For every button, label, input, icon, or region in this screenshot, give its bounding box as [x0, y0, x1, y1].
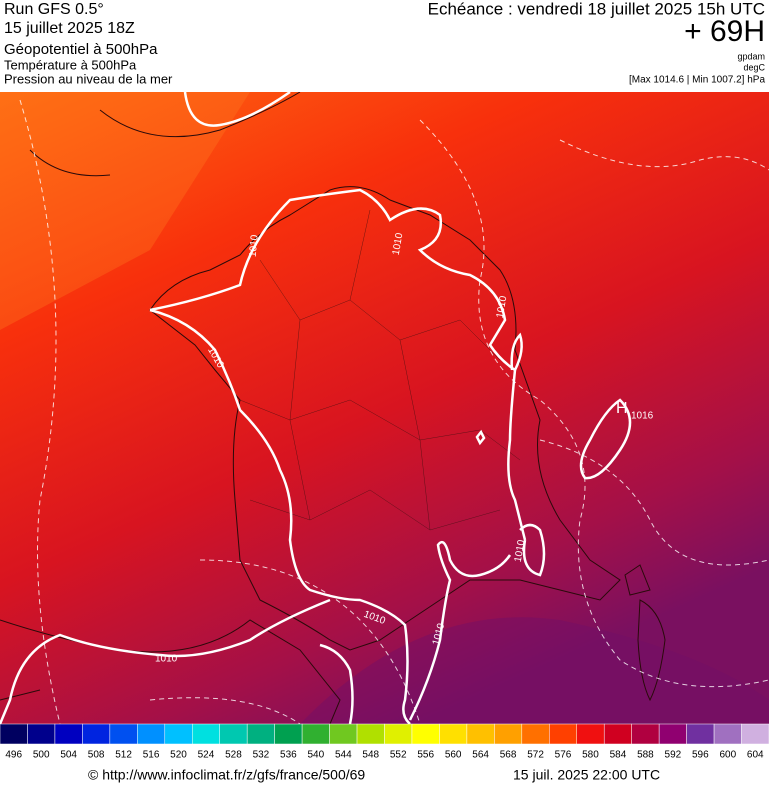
- colorbar-swatch: [219, 723, 248, 745]
- colorbar-label: 592: [665, 750, 682, 761]
- colorbar-label: 604: [747, 750, 764, 761]
- colorbar-swatch: [329, 723, 358, 745]
- colorbar-label: 580: [582, 750, 599, 761]
- colorbar-label: 560: [445, 750, 462, 761]
- run: Run GFS 0.5°: [4, 1, 104, 18]
- isobar-label: 1010: [155, 654, 178, 665]
- colorbar-label: 540: [307, 750, 324, 761]
- colorbar-swatch: [411, 723, 440, 745]
- colorbar-swatch: [246, 723, 275, 745]
- colorbar-swatch: [576, 723, 605, 745]
- isobar-label: 1010: [391, 232, 406, 256]
- source-url: © http://www.infoclimat.fr/z/gfs/france/…: [88, 767, 365, 783]
- map-background: [0, 92, 769, 724]
- colorbar-label: 528: [225, 750, 242, 761]
- valid-time: 15 juil. 2025 22:00 UTC: [513, 767, 660, 783]
- colorbar-label: 552: [390, 750, 407, 761]
- unit-degc: degC: [743, 62, 765, 72]
- colorbar-swatch: [603, 723, 632, 745]
- lead-time: + 69H: [684, 15, 765, 48]
- colorbar-swatch: [137, 723, 166, 745]
- field3: Pression au niveau de la mer: [4, 71, 173, 86]
- colorbar-swatch: [384, 723, 413, 745]
- colorbar: 496 500 504 508 512 516 520 524 528 532 536 540 544 5…: [0, 723, 769, 761]
- colorbar-label: 520: [170, 750, 187, 761]
- pressure-range: [Max 1014.6 | Min 1007.2] hPa: [629, 75, 765, 86]
- colorbar-swatch: [713, 723, 742, 745]
- colorbar-swatch: [164, 723, 193, 745]
- field2: Température à 500hPa: [4, 57, 137, 72]
- colorbar-swatch: [82, 723, 111, 745]
- map: 1010 1010 1010 1010 1010 1010 1010 1010 …: [0, 92, 769, 724]
- isobars: [0, 92, 632, 724]
- warm-zone: [0, 92, 250, 330]
- colorbar-label: 572: [527, 750, 544, 761]
- colorbar-swatch: [356, 723, 385, 745]
- colorbar-label: 568: [500, 750, 517, 761]
- colorbar-label: 508: [88, 750, 105, 761]
- colorbar-swatch: [54, 723, 83, 745]
- colorbar-label: 524: [198, 750, 215, 761]
- colorbar-swatch: [301, 723, 330, 745]
- colorbar-swatch: [274, 723, 303, 745]
- colorbar-label: 544: [335, 750, 352, 761]
- colorbar-swatch: [686, 723, 715, 745]
- colorbar-label: 584: [610, 750, 627, 761]
- run-date: 15 juillet 2025 18Z: [4, 20, 135, 37]
- colorbar-label: 564: [472, 750, 489, 761]
- borders: [239, 209, 521, 531]
- colorbar-swatch: [439, 723, 468, 745]
- colorbar-swatch: [192, 723, 220, 745]
- colorbar-label: 512: [115, 750, 132, 761]
- colorbar-swatch: [109, 723, 138, 745]
- colorbar-label: 548: [362, 750, 379, 761]
- isotherms: [19, 99, 769, 724]
- colorbar-label: 500: [33, 750, 50, 761]
- colorbar-swatch: [466, 723, 495, 745]
- colorbar-label: 516: [143, 750, 160, 761]
- colorbar-swatch: [27, 723, 56, 745]
- colorbar-label: 556: [417, 750, 434, 761]
- isobar-label: 1010: [513, 539, 528, 563]
- colorbar-label: 588: [637, 750, 654, 761]
- colorbar-swatch: [741, 723, 769, 745]
- high-pressure: H: [616, 400, 628, 417]
- colorbar-swatch: [631, 723, 660, 745]
- colorbar-label: 504: [60, 750, 77, 761]
- colorbar-label: 536: [280, 750, 297, 761]
- colorbar-label: 532: [253, 750, 270, 761]
- colorbar-swatch: [521, 723, 550, 745]
- unit-gpdam: gpdam: [737, 51, 765, 61]
- colorbar-label: 596: [692, 750, 709, 761]
- isobar-label: 1010: [495, 295, 510, 319]
- echeance: Echéance : vendredi 18 juillet 2025 15h …: [428, 0, 765, 18]
- colorbar-label: 600: [719, 750, 736, 761]
- isobar-label: 1016: [631, 411, 654, 422]
- colorbar-swatch: [494, 723, 523, 745]
- isobar-label: 1010: [248, 234, 261, 258]
- colorbar-swatch: [549, 723, 577, 745]
- colorbar-label: 576: [555, 750, 572, 761]
- colorbar-swatch: [658, 723, 687, 745]
- field: Géopotentiel à 500hPa: [4, 41, 158, 58]
- colorbar-swatch: [0, 723, 28, 745]
- colorbar-label: 496: [5, 750, 22, 761]
